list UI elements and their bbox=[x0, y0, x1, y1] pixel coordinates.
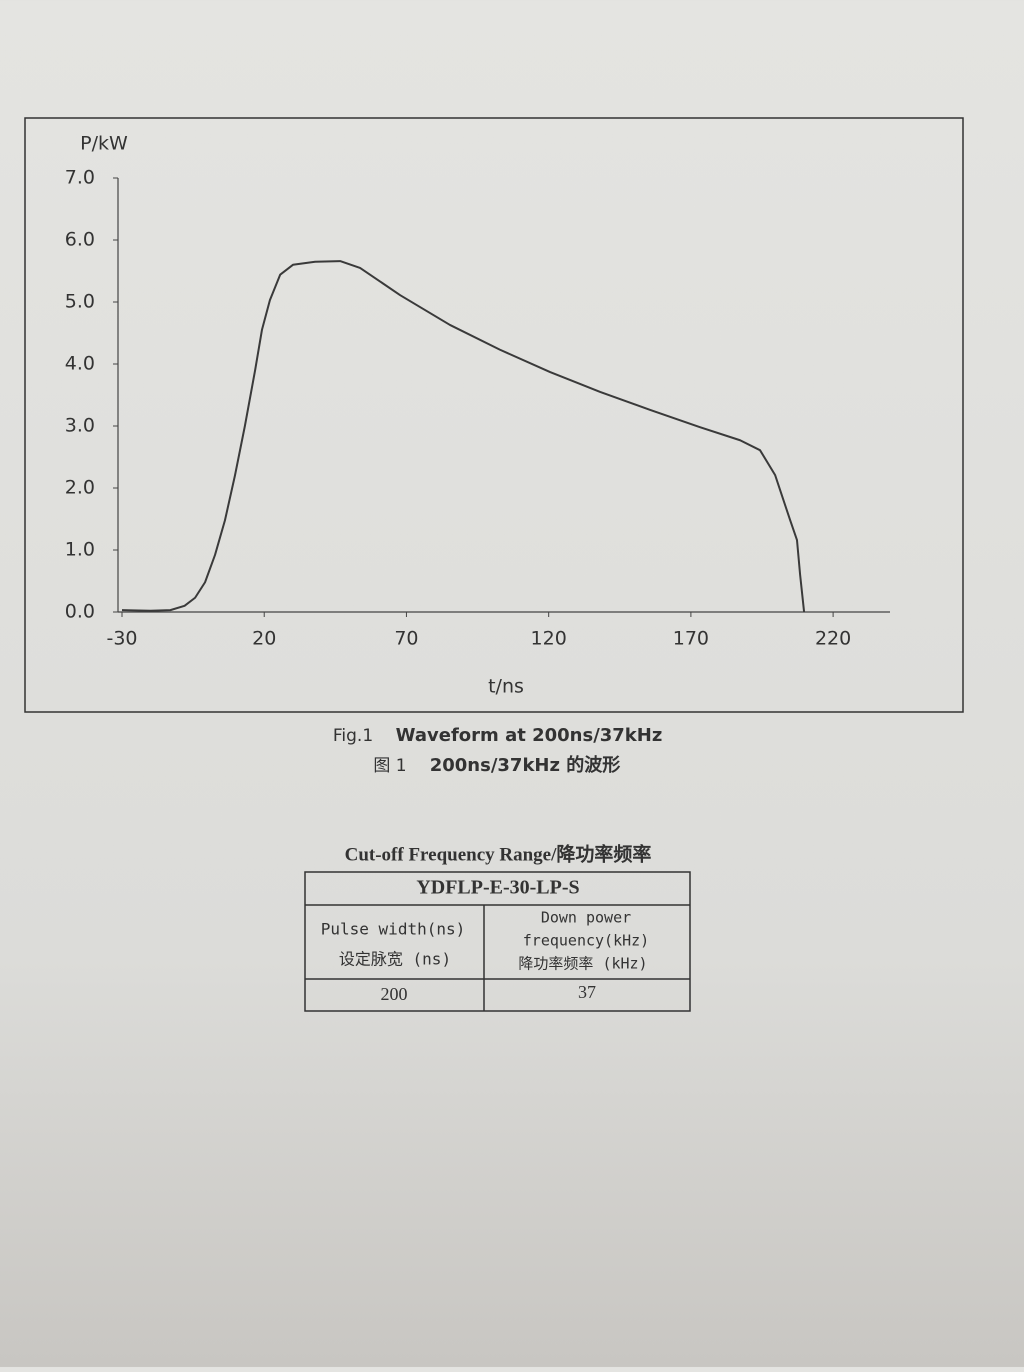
table-title: Cut-off Frequency Range/降功率频率 bbox=[345, 842, 652, 865]
table-header: Down power bbox=[541, 909, 631, 927]
y-tick-label: 1.0 bbox=[65, 539, 95, 561]
data-line bbox=[121, 260, 806, 613]
x-axis-label: t/ns bbox=[488, 676, 524, 698]
table-grid bbox=[304, 871, 691, 1012]
table-header: 设定脉宽 (ns) bbox=[339, 950, 451, 969]
y-axis-label: P/kW bbox=[80, 133, 128, 155]
x-tick-label: 70 bbox=[394, 628, 418, 650]
x-tick-label: -30 bbox=[106, 628, 137, 650]
x-tick-label: 170 bbox=[673, 628, 709, 650]
table-cell: 200 bbox=[381, 984, 408, 1004]
fig-number-cn: 图 1 bbox=[373, 756, 406, 776]
table-model: YDFLP-E-30-LP-S bbox=[416, 877, 579, 899]
x-tick-label: 20 bbox=[252, 628, 276, 650]
y-tick-label: 2.0 bbox=[65, 477, 95, 499]
table-cell: 37 bbox=[578, 982, 596, 1002]
fig-title: Waveform at 200ns/37kHz bbox=[396, 725, 663, 746]
chart-frame bbox=[24, 117, 964, 713]
table-header: frequency(kHz) bbox=[523, 932, 649, 950]
table-header: Pulse width(ns) bbox=[321, 920, 466, 939]
fig-number: Fig.1 bbox=[333, 726, 373, 746]
y-tick-label: 6.0 bbox=[65, 229, 95, 251]
y-tick-label: 5.0 bbox=[65, 291, 95, 313]
y-tick-label: 4.0 bbox=[65, 353, 95, 375]
x-tick-label: 120 bbox=[531, 628, 567, 650]
y-tick-label: 7.0 bbox=[65, 167, 95, 189]
y-tick-label: 0.0 bbox=[65, 601, 95, 623]
x-tick-label: 220 bbox=[815, 628, 851, 650]
plot: 0.0 1.0 2.0 3.0 4.0 5.0 6.0 7.0 -30 20 70 120 170 220 bbox=[65, 167, 890, 650]
fig-title-cn: 200ns/37kHz 的波形 bbox=[430, 754, 621, 776]
y-tick-label: 3.0 bbox=[65, 415, 95, 437]
table-header: 降功率频率 (kHz) bbox=[518, 955, 647, 973]
